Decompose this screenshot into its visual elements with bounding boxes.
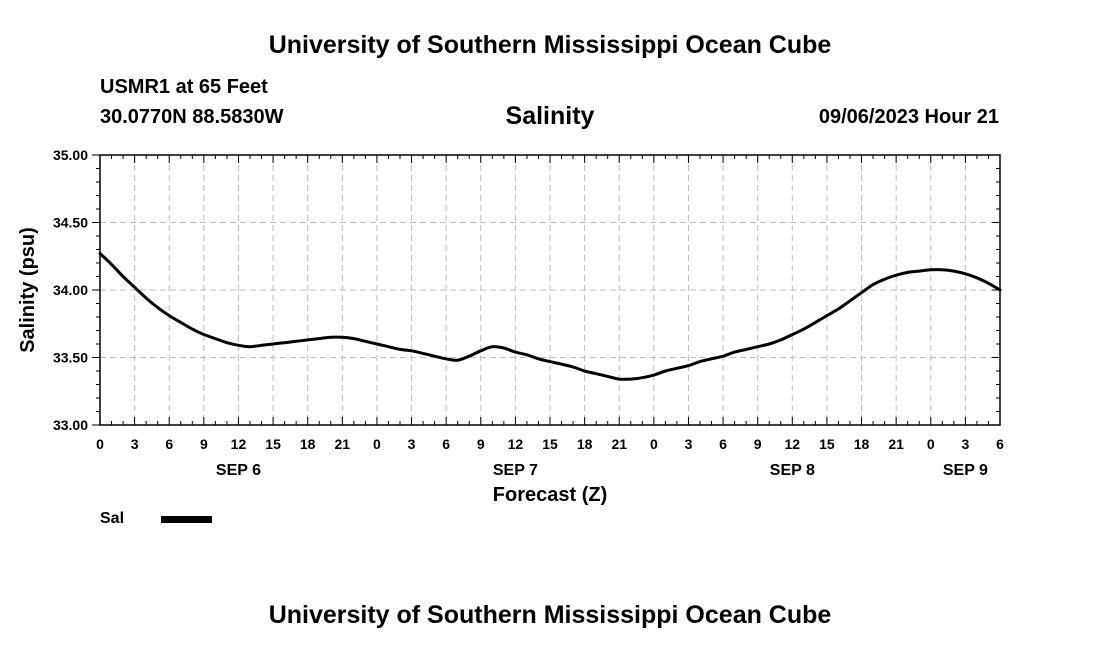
x-tick-label: 6 [719,436,727,452]
x-tick-label: 12 [785,436,801,452]
x-tick-label: 9 [754,436,762,452]
x-tick-label: 15 [819,436,835,452]
x-tick-label: 18 [577,436,593,452]
x-tick-label: 3 [685,436,693,452]
x-tick-label: 12 [508,436,524,452]
day-label: SEP 8 [770,462,815,479]
y-axis-label: Salinity (psu) [17,227,39,353]
station-coordinates: 30.0770N 88.5830W [100,106,284,128]
legend-label: Sal [100,510,125,527]
y-tick-label: 34.50 [53,215,88,231]
day-label: SEP 6 [216,462,261,479]
x-tick-label: 0 [650,436,658,452]
station-label: USMR1 at 65 Feet [100,76,268,98]
y-tick-label: 35.00 [53,147,88,163]
x-tick-label: 6 [996,436,1004,452]
forecast-datetime: 09/06/2023 Hour 21 [818,106,999,128]
chart-title: Salinity [505,102,595,130]
footer-title: University of Southern Mississippi Ocean… [268,601,832,629]
x-tick-label: 3 [961,436,969,452]
y-tick-label: 33.00 [53,417,88,433]
x-tick-label: 15 [265,436,281,452]
chart-grid [100,155,1000,425]
y-tick-label: 33.50 [53,350,88,366]
salinity-series-line [98,252,1002,381]
x-tick-label: 21 [611,436,627,452]
day-label: SEP 7 [493,462,538,479]
x-tick-label: 9 [200,436,208,452]
plot-frame [99,154,1001,426]
y-tick-label: 34.00 [53,282,88,298]
x-tick-label: 15 [542,436,558,452]
x-tick-label: 12 [231,436,247,452]
x-tick-label: 0 [96,436,104,452]
x-axis-tick-labels: 0 3 6 9 12 15 18 21 0 3 6 9 12 15 18 21 0 3 6 9 12 15 18 21 0 3 6 [96,436,1004,452]
x-tick-label: 3 [408,436,416,452]
x-axis-label: Forecast (Z) [493,484,607,506]
x-tick-label: 0 [373,436,381,452]
x-tick-label: 0 [927,436,935,452]
x-tick-label: 6 [442,436,450,452]
x-tick-label: 9 [477,436,485,452]
x-tick-label: 3 [131,436,139,452]
day-label: SEP 9 [943,462,988,479]
x-tick-label: 21 [888,436,904,452]
day-labels: SEP 6 SEP 7 SEP 8 SEP 9 [216,462,988,479]
x-tick-label: 18 [300,436,316,452]
legend-line-swatch [161,516,212,523]
x-tick-label: 21 [335,436,351,452]
x-tick-label: 18 [854,436,870,452]
page-title: University of Southern Mississippi Ocean… [268,31,832,59]
x-tick-label: 6 [165,436,173,452]
y-axis-tick-labels: 33.00 33.50 34.00 34.50 35.00 [53,147,88,433]
